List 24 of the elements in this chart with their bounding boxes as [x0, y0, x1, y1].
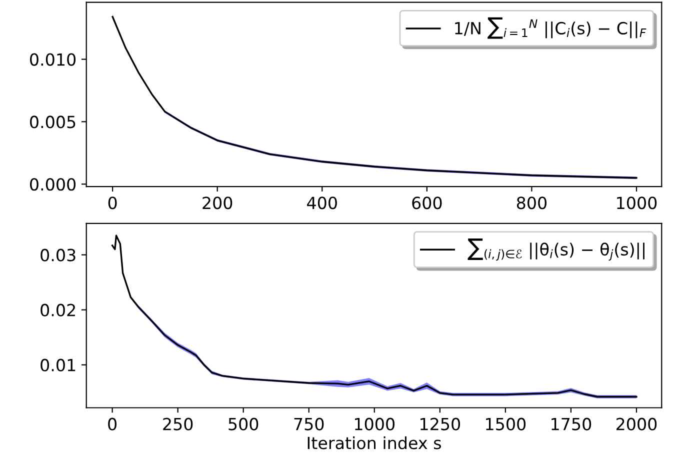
legend-label: 1/N ∑$_{i=1}$$^{N}$ ||C$_{i}$(s) − C||$_{F}$: [455, 17, 646, 39]
x-tick-label: 600: [412, 196, 442, 210]
x-tick-label: 1250: [420, 418, 460, 430]
x-tick-label: 400: [307, 196, 337, 210]
x-tick-label: 500: [228, 418, 258, 430]
x-tick-label: 1750: [552, 418, 592, 430]
legend-label: ∑$_{(i,j)∈ℰ}$ ||θ$_{i}$(s) − θ$_{j}$(s)||: [468, 238, 644, 261]
y-tick-label: 0.010: [30, 53, 76, 66]
x-axis-title: Iteration index s: [308, 436, 441, 450]
y-tick-label: 0.005: [30, 116, 76, 128]
x-tick-label: 1500: [486, 418, 526, 430]
x-tick-label: 1000: [617, 196, 657, 210]
x-tick-label: 800: [516, 196, 547, 210]
x-tick-label: 0: [108, 196, 117, 210]
y-tick-label: 0.000: [30, 178, 76, 191]
y-tick-label: 0.03: [40, 248, 76, 262]
x-tick-label: 0: [108, 418, 116, 430]
y-tick-label: 0.02: [40, 304, 75, 316]
x-tick-label: 750: [294, 418, 324, 430]
x-tick-label: 2000: [616, 418, 657, 430]
x-tick-label: 250: [163, 418, 193, 430]
x-tick-label: 1000: [355, 418, 394, 430]
y-tick-label: 0.01: [40, 358, 76, 372]
x-tick-label: 200: [202, 196, 232, 210]
